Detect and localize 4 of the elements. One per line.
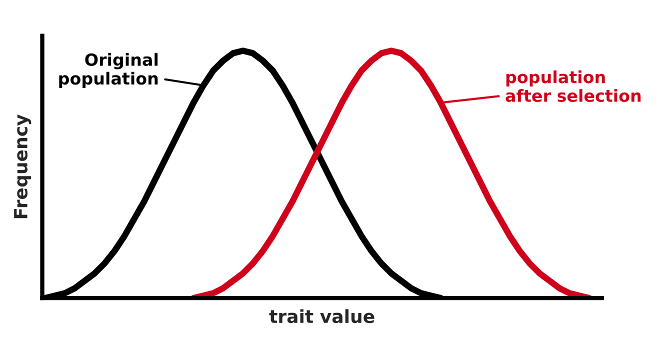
x-axis-title: trait value (269, 309, 374, 324)
y-axis-title: Frequency (14, 114, 32, 218)
text: population after selection (506, 70, 641, 102)
text: Original population (59, 53, 158, 88)
